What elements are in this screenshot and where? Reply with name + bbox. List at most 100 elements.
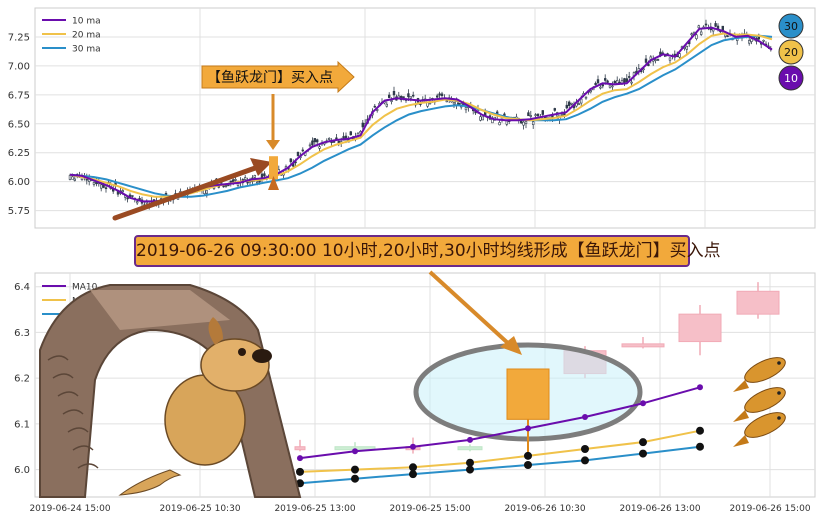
top-candle-body (246, 181, 249, 184)
top-candle-body (704, 23, 708, 26)
top-candle-body (315, 139, 319, 143)
top-candle-body (402, 96, 405, 98)
top-candle-body (527, 112, 530, 117)
top-candle-body (656, 59, 660, 61)
top-candle-body (584, 96, 588, 99)
gate-dragon-carving (52, 373, 74, 379)
top-candle-body (560, 114, 564, 116)
top-candle-body (227, 184, 230, 187)
carp-body (744, 387, 786, 413)
bottom-candle-body (736, 290, 780, 315)
top-candle-body (296, 151, 300, 157)
top-candle-body (553, 108, 557, 111)
bottom-ma10-point (467, 436, 473, 443)
top-candle-body (308, 144, 312, 147)
top-plot-area (34, 7, 816, 229)
top-candle-body (407, 93, 410, 98)
bottom-x-tick-label: 2019-06-25 13:00 (274, 504, 355, 514)
dog-head (200, 338, 270, 392)
trend-arrow-shaft (112, 164, 261, 221)
bottom-x-tick-label: 2019-06-26 10:30 (504, 504, 585, 514)
bottom-ma10-point (352, 448, 358, 455)
bottom-ma20-point (581, 445, 589, 453)
top-candle-body (373, 105, 376, 108)
dog-nose (252, 349, 272, 363)
top-candle-body (390, 100, 393, 102)
bottom-candle-body (678, 313, 722, 343)
top-legend-label: 10 ma (72, 17, 101, 27)
top-candle-body (625, 78, 629, 83)
top-candle-body (565, 104, 569, 109)
top-candle-body (260, 173, 264, 179)
top-legend-label: 30 ma (72, 45, 101, 55)
top-candle-body (594, 82, 597, 86)
top-y-tick-label: 6.50 (8, 119, 30, 130)
bottom-ma30-point (524, 461, 532, 469)
bottom-candle-body (294, 446, 306, 451)
top-candle-body (577, 103, 581, 105)
top-candle-body (567, 101, 571, 106)
top-candle-body (313, 138, 316, 143)
bottom-x-tick-label: 2019-06-25 10:30 (159, 504, 240, 514)
top-candle-body (726, 35, 729, 37)
top-candle-body (519, 120, 523, 124)
top-candle-body (92, 182, 96, 185)
gate-dragon-carving (72, 445, 94, 451)
bottom-ma20-point (409, 463, 417, 472)
top-candle-body (601, 84, 605, 87)
bottom-ma30-point (351, 474, 359, 483)
top-candle-body (685, 46, 689, 50)
bottom-x-tick-label: 2019-06-26 13:00 (619, 504, 700, 514)
dog-eye (238, 348, 246, 356)
top-candle-body (529, 115, 533, 117)
buy-callout-label: 【鱼跃龙门】买入点 (207, 69, 333, 86)
top-candle-body (311, 140, 314, 146)
bottom-x-tick-label: 2019-06-26 15:00 (729, 504, 810, 514)
bottom-ma10-point (640, 400, 646, 407)
top-candle-body (596, 79, 600, 84)
bottom-x-tick-label: 2019-06-25 15:00 (389, 504, 470, 514)
top-candle-body (263, 173, 266, 177)
bottom-ma30-line (299, 445, 701, 485)
top-candle-body (481, 116, 484, 121)
gate-dragon-carving (62, 409, 84, 415)
top-y-tick-label: 6.25 (8, 148, 30, 159)
top-candle-body (690, 33, 693, 36)
top-candle-body (253, 175, 256, 178)
top-candle-body (464, 107, 468, 111)
bottom-ma10-point (582, 414, 588, 420)
top-candle-body (762, 39, 765, 42)
top-candle-body (603, 78, 607, 81)
carp-eye (777, 391, 781, 395)
bottom-ma30-point (639, 449, 647, 458)
signal-candle-body (269, 156, 278, 180)
top-candle-body (68, 175, 72, 180)
bottom-y-tick-label: 6.2 (14, 374, 30, 385)
top-candle-body (222, 185, 225, 188)
top-candle-body (104, 187, 108, 190)
bottom-x-tick-label: 2019-06-24 15:00 (29, 504, 110, 514)
bottom-ma10-point (697, 384, 703, 391)
top-candle-body (668, 57, 672, 61)
top-candle-body (289, 158, 292, 163)
trend-arrow-head (250, 158, 272, 176)
top-candle-body (205, 190, 208, 194)
gate-illustration (39, 284, 302, 498)
stone-gate-lintel (90, 290, 230, 330)
fish-tail (118, 469, 182, 496)
top-candle-body (361, 122, 364, 128)
top-candle-body (445, 100, 448, 103)
top-candle-body (608, 84, 612, 88)
stone-gate (39, 284, 302, 498)
top-candle-body (392, 90, 396, 96)
ma-badge-circle (778, 13, 804, 39)
top-candle-body (589, 90, 593, 93)
top-candle-body (695, 34, 698, 40)
top-candle-body (121, 190, 125, 193)
bottom-legend-label: MA10 (72, 283, 98, 293)
top-y-tick-label: 6.75 (8, 90, 30, 101)
carp-illustration (733, 387, 786, 422)
banner-pointer-shaft (428, 270, 512, 347)
top-candle-body (435, 95, 439, 98)
